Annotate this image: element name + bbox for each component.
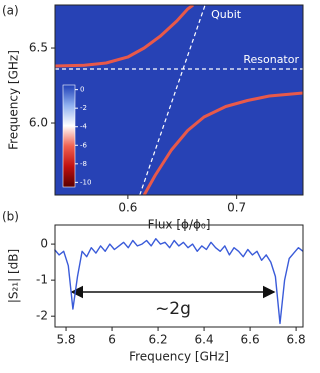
x-tick-label: 0.6 [118,201,137,215]
x-tick-label: 6 [108,333,116,347]
series-line [139,5,206,195]
colorbar-tick-label: -8 [80,160,87,168]
series-line [142,91,303,195]
y-axis-label: Frequency [GHz] [7,50,21,150]
x-tick-label: 5.8 [56,333,75,347]
annotation: ~2g [155,299,191,319]
panel-label: (a) [2,4,19,18]
x-axis-label: Frequency [GHz] [129,350,229,364]
colorbar-tick-label: -2 [80,104,87,112]
series-label: Resonator [243,53,299,66]
heatmap-background [55,5,303,195]
colorbar-tick-label: -4 [80,123,88,131]
x-tick-label: 6.8 [287,333,306,347]
colorbar-tick-label: -6 [80,141,88,149]
x-tick-label: 0.7 [227,201,246,215]
x-tick-label: 6.6 [241,333,260,347]
series-label: Qubit [211,8,242,21]
y-tick-label: 6.0 [29,116,48,130]
axes-frame [54,4,304,196]
y-tick-label: -1 [36,273,48,287]
x-tick-label: 6.2 [149,333,168,347]
colorbar-tick-label: 0 [80,86,84,94]
series-line [53,238,304,325]
series-group [55,5,303,195]
y-tick-label: 0 [40,237,48,251]
colorbar-tick-label: -10 [80,178,91,186]
y-axis-label: |S₂₁| [dB] [7,249,21,303]
series-line [55,5,194,68]
panel: 5.8 6 6.2 6.4 6.6 6.8 0 -1 -2 Frequency [GHz] |S₂₁… [2,210,306,364]
series-group [53,238,304,325]
y-tick-label: 6.5 [29,41,48,55]
panel-label: (b) [2,210,19,224]
colorbar [62,84,76,188]
y-tick-label: -2 [36,309,48,323]
axes-frame [54,224,304,328]
x-tick-label: 6.4 [195,333,214,347]
